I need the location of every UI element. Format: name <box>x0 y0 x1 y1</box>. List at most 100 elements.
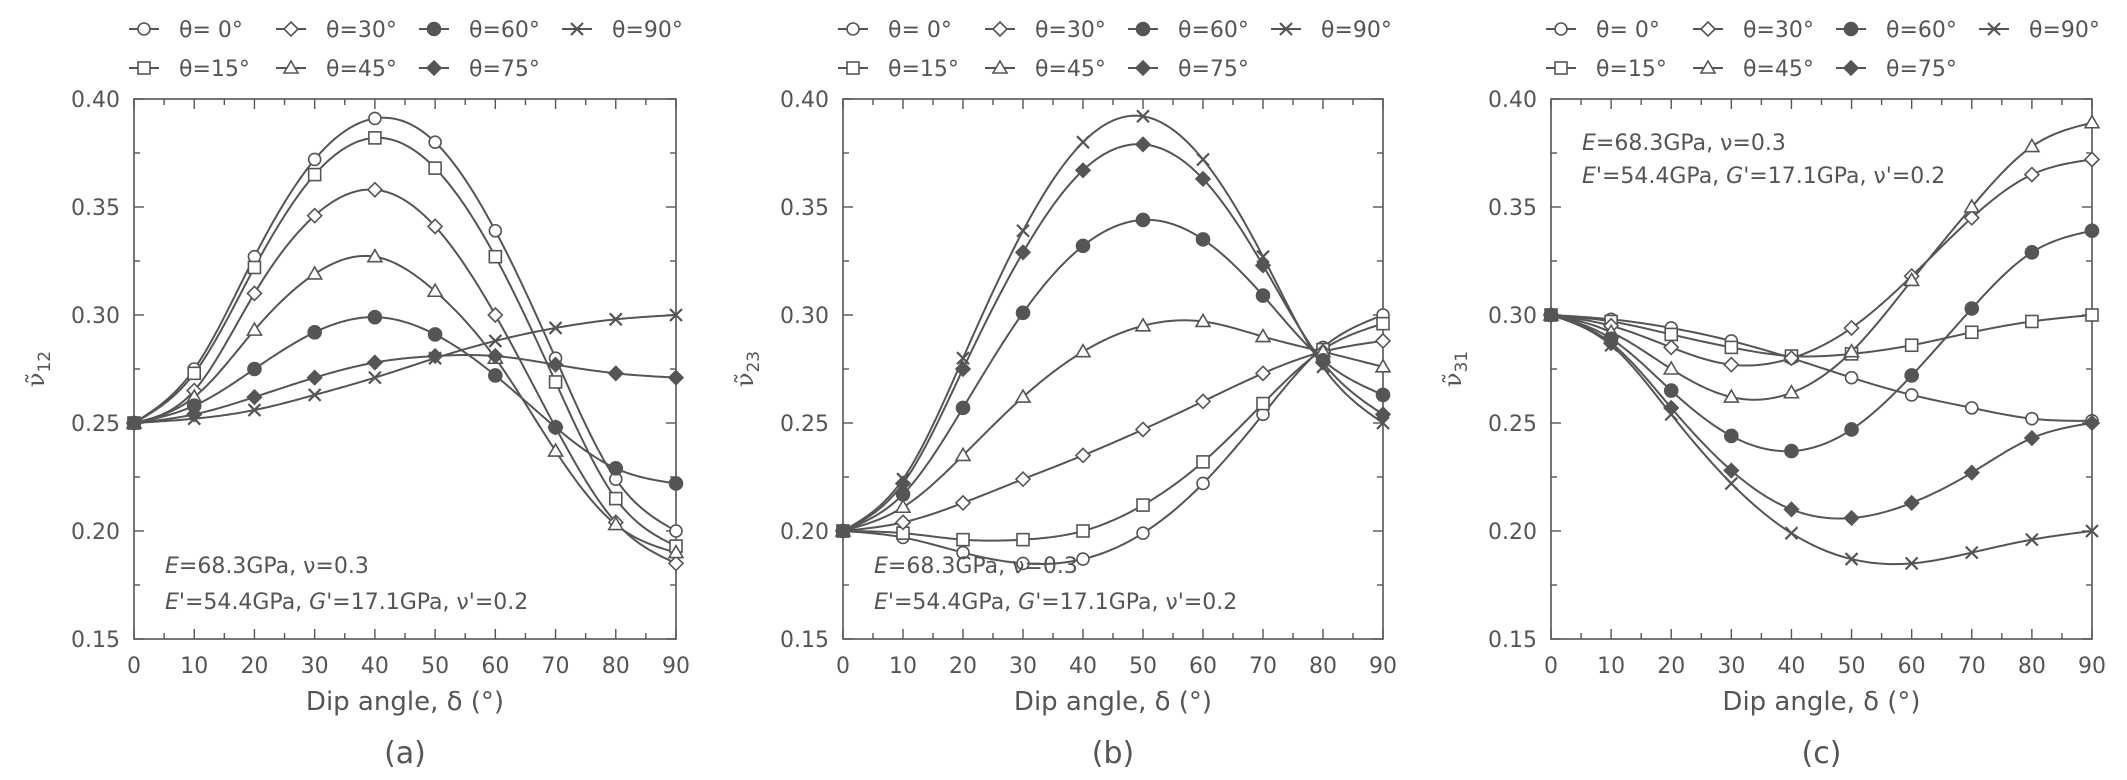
legend-marker <box>1699 59 1717 74</box>
data-point <box>366 248 384 263</box>
data-point <box>1136 498 1150 512</box>
data-point <box>1844 370 1859 385</box>
x-tick-label: 60 <box>1898 654 1926 679</box>
series-line <box>1550 314 2093 566</box>
legend-marker <box>425 59 443 77</box>
series-30 <box>133 188 677 565</box>
legend-item-60: θ=60° <box>1836 18 1957 43</box>
x-tick-label: 10 <box>1597 654 1625 679</box>
series-line <box>842 143 1384 532</box>
y-tick-label: 0.25 <box>1488 412 1537 437</box>
data-point <box>428 351 442 365</box>
data-point <box>1376 316 1390 331</box>
y-tick-label: 0.35 <box>71 196 120 221</box>
legend-item-0: θ= 0° <box>1546 18 1660 43</box>
y-axis-label-subscript: 23 <box>744 351 764 373</box>
legend-item-75: θ=75° <box>1128 57 1249 82</box>
legend-marker <box>137 22 151 36</box>
y-tick-label: 0.40 <box>1488 88 1537 113</box>
x-tick-label: 30 <box>1717 654 1745 679</box>
data-point <box>1194 393 1212 410</box>
legend-item-0: θ= 0° <box>129 18 243 43</box>
data-point <box>956 545 970 560</box>
data-point <box>1843 509 1860 527</box>
annotation-symbol-e: E <box>1582 131 1596 156</box>
chart-panel-b: 0 10 20 30 40 50 60 70 80 90 0.15 0.20 0.25 0.30 0.35 0… <box>731 18 1397 771</box>
legend-marker <box>1987 22 2001 36</box>
data-point <box>368 370 382 385</box>
series-line <box>842 322 1384 542</box>
series-0 <box>133 116 677 532</box>
data-point <box>1784 443 1799 459</box>
data-point <box>1964 325 1979 340</box>
y-tick-label: 0.20 <box>1488 520 1537 545</box>
series-line <box>842 114 1384 532</box>
series-markers-45 <box>125 248 685 559</box>
legend-item-15: θ=15° <box>838 57 959 82</box>
data-point <box>1964 401 1979 415</box>
data-point <box>1374 358 1392 373</box>
data-point <box>1723 462 1740 479</box>
data-point <box>2083 151 2101 168</box>
data-point <box>246 285 263 302</box>
legend-item-45: θ=45° <box>985 57 1106 82</box>
data-point <box>1076 552 1090 566</box>
series-markers-30 <box>834 332 1392 540</box>
data-point <box>1963 198 1981 213</box>
data-point <box>368 111 382 126</box>
annotation-text: =68.3GPa, ν=0.3 <box>179 554 369 579</box>
data-point <box>1016 556 1030 571</box>
data-point <box>669 524 683 538</box>
legend-marker <box>137 61 151 75</box>
data-point <box>1784 526 1799 540</box>
legend-label: θ=75° <box>1178 57 1249 82</box>
data-point <box>1843 319 1860 337</box>
data-point <box>2025 314 2039 329</box>
data-point <box>1074 343 1092 358</box>
data-point <box>1662 360 1680 375</box>
series-15 <box>842 322 1384 542</box>
x-tick-label: 80 <box>2018 654 2046 679</box>
x-tick-label: 60 <box>1189 654 1217 679</box>
data-point <box>488 334 503 348</box>
legend-marker <box>1135 21 1151 37</box>
x-tick-label: 40 <box>361 654 389 679</box>
data-point <box>1964 301 1980 316</box>
data-point <box>1963 464 1980 481</box>
data-point <box>1663 383 1679 398</box>
annotation-line-1: E=68.3GPa, ν=0.3 <box>165 554 369 579</box>
annotation-line-2: E'=54.4GPa, G'=17.1GPa, ν'=0.2 <box>1582 164 1945 189</box>
data-point <box>956 351 970 365</box>
data-point <box>1136 526 1150 540</box>
data-point <box>2023 429 2041 447</box>
legend-label: θ= 0° <box>1596 18 1660 43</box>
legend-label: θ=15° <box>179 57 250 82</box>
data-point <box>367 309 383 325</box>
annotation-line-2: E'=54.4GPa, G'=17.1GPa, ν'=0.2 <box>165 590 528 615</box>
series-markers-60 <box>835 212 1391 539</box>
data-point <box>1904 388 1919 402</box>
y-tick-label: 0.40 <box>71 88 120 113</box>
legend: θ= 0° θ=30° θ=60° θ=90° θ=15° θ=45° θ=75° <box>129 18 683 82</box>
data-point <box>488 249 503 264</box>
series-markers-75 <box>834 136 1392 540</box>
series-45 <box>842 319 1384 532</box>
y-tick-label: 0.30 <box>1488 304 1537 329</box>
annotation-line-1: E=68.3GPa, ν=0.3 <box>874 554 1078 579</box>
data-point <box>608 461 624 476</box>
data-point <box>366 181 384 198</box>
data-point <box>1254 365 1272 382</box>
data-point <box>1196 476 1210 491</box>
x-tick-label: 50 <box>1129 654 1157 679</box>
data-point <box>1903 271 1921 287</box>
annotation-text: =17.1GPa, ν'=0.2 <box>1041 590 1237 615</box>
data-point <box>609 312 623 327</box>
x-tick-label: 10 <box>180 654 208 679</box>
y-tick-label: 0.15 <box>780 628 829 653</box>
data-point <box>1664 407 1678 422</box>
legend-marker <box>1699 20 1717 38</box>
data-point <box>1903 494 1920 512</box>
data-point <box>669 308 683 322</box>
series-90 <box>842 114 1384 532</box>
series-90 <box>1550 314 2093 566</box>
